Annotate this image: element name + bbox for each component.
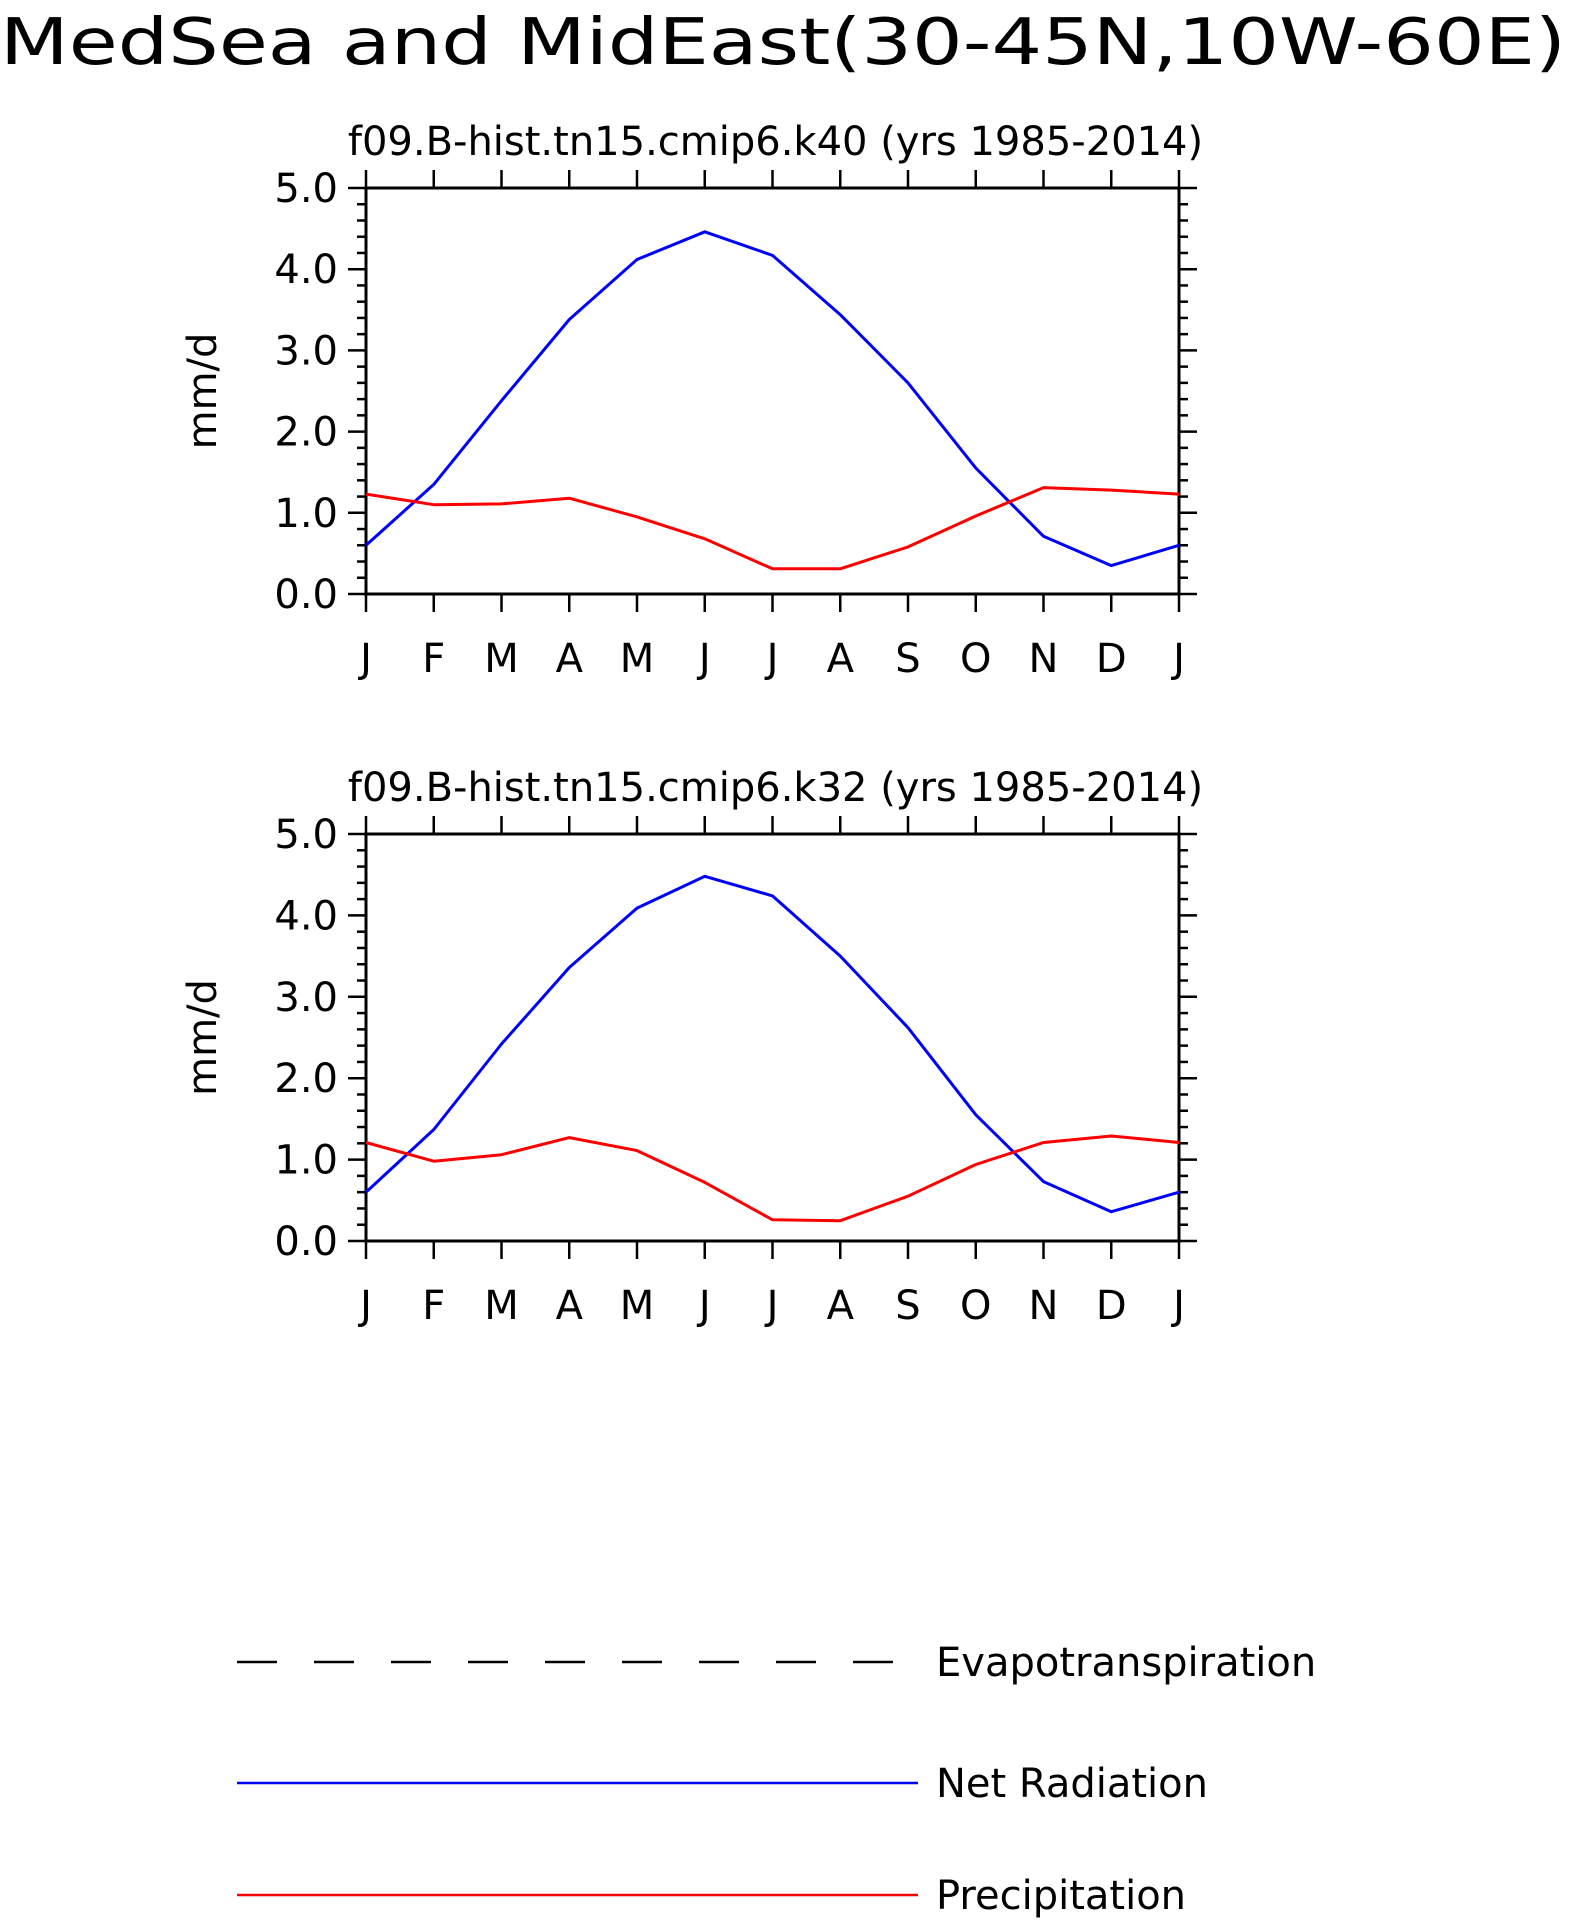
x-tick-label: A [827,636,855,682]
x-tick-label: F [422,636,445,682]
y-tick-label: 5.0 [274,812,338,858]
y-tick-label: 1.0 [274,1138,338,1184]
x-tick-label: M [484,1283,519,1329]
series-line-precipitation [365,1134,1180,1223]
series-line-net-radiation [364,874,1180,1214]
y-tick-label: 4.0 [274,247,338,293]
x-tick-label: A [556,1283,584,1329]
x-tick-label: S [895,636,920,682]
x-tick-label: J [1170,636,1185,682]
y-axis-label: mm/d [180,979,226,1096]
chart-title: f09.B-hist.tn15.cmip6.k32 (yrs 1985-2014… [348,765,1203,811]
x-tick-label: J [357,636,372,682]
y-tick-label: 2.0 [274,410,338,456]
x-tick-label: F [422,1283,445,1329]
x-tick-label: J [696,636,711,682]
y-tick-label: 0.0 [274,1219,338,1265]
y-axis-label: mm/d [180,333,226,450]
chart-k32: f09.B-hist.tn15.cmip6.k32 (yrs 1985-2014… [180,765,1203,1329]
x-tick-label: D [1096,1283,1127,1329]
y-tick-label: 3.0 [274,328,338,374]
x-tick-label: N [1029,636,1059,682]
y-tick-label: 0.0 [274,572,338,618]
x-tick-label: J [764,636,779,682]
x-tick-label: J [764,1283,779,1329]
x-tick-label: A [827,1283,855,1329]
legend-label: Net Radiation [936,1761,1208,1807]
x-tick-label: N [1029,1283,1059,1329]
x-tick-label: J [357,1283,372,1329]
legend: Evapotranspiration Net Radiation Precipita… [237,1640,1316,1919]
x-tick-label: M [484,636,519,682]
page-title: MedSea and MidEast(30-45N,10W-60E) [0,6,1566,80]
x-tick-label: O [960,636,991,682]
plot-frame [364,186,1181,596]
x-tick-label: D [1096,636,1127,682]
x-tick-label: J [696,1283,711,1329]
legend-label: Precipitation [936,1873,1186,1919]
chart-title: f09.B-hist.tn15.cmip6.k40 (yrs 1985-2014… [348,119,1203,165]
series-line-net-radiation [364,230,1180,568]
series-line-precipitation [365,486,1180,571]
x-tick-label: M [620,1283,655,1329]
y-tick-label: 2.0 [274,1056,338,1102]
legend-label: Evapotranspiration [936,1640,1316,1686]
y-tick-label: 3.0 [274,975,338,1021]
chart-k40: f09.B-hist.tn15.cmip6.k40 (yrs 1985-2014… [180,119,1203,682]
x-tick-label: M [620,636,655,682]
y-tick-label: 4.0 [274,893,338,939]
x-tick-label: J [1170,1283,1185,1329]
y-tick-label: 5.0 [274,166,338,212]
x-tick-label: A [556,636,584,682]
x-tick-label: S [895,1283,920,1329]
y-tick-label: 1.0 [274,491,338,537]
x-tick-label: O [960,1283,991,1329]
